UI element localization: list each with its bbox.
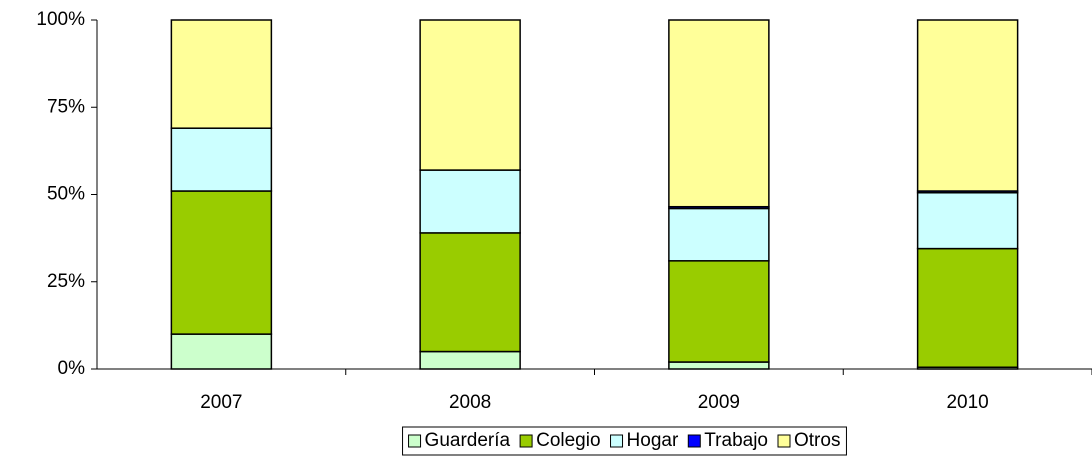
bar-segment — [668, 19, 770, 208]
legend-label: Otros — [794, 430, 840, 451]
bar-segment — [419, 232, 521, 353]
bar-segment — [668, 260, 770, 363]
bar-segment — [170, 333, 273, 370]
legend-label: Trabajo — [704, 430, 768, 451]
legend-label: Hogar — [627, 430, 679, 451]
bar-segment — [916, 192, 1019, 250]
bar-segment — [419, 169, 521, 234]
legend-box — [402, 426, 847, 456]
bar-segment — [668, 361, 770, 370]
y-tick-label: 50% — [47, 184, 85, 205]
legend: Guardería Colegio Hogar Trabajo Otros — [402, 426, 847, 456]
bar-segment — [170, 127, 273, 192]
bar-segment — [419, 350, 521, 370]
bar-segment — [170, 19, 273, 129]
bar-segment — [916, 19, 1019, 192]
bar-segment — [668, 207, 770, 262]
legend-swatch — [777, 434, 791, 448]
bar-segment — [916, 247, 1019, 369]
legend-swatch — [687, 434, 701, 448]
bar-segment — [419, 19, 521, 171]
legend-swatch — [610, 434, 624, 448]
legend-label: Colegio — [536, 430, 600, 451]
y-tick-label: 25% — [47, 271, 85, 292]
legend-swatch — [408, 434, 422, 448]
x-tick-label: 2008 — [449, 392, 491, 413]
legend-swatch — [519, 434, 533, 448]
x-tick-label: 2009 — [698, 392, 740, 413]
bar-segment — [170, 190, 273, 335]
legend-label: Guardería — [425, 430, 511, 451]
x-tick-label: 2010 — [946, 392, 988, 413]
x-tick-label: 2007 — [200, 392, 242, 413]
y-tick-label: 75% — [47, 96, 85, 117]
y-tick-label: 0% — [58, 358, 86, 379]
y-tick-label: 100% — [36, 9, 85, 30]
